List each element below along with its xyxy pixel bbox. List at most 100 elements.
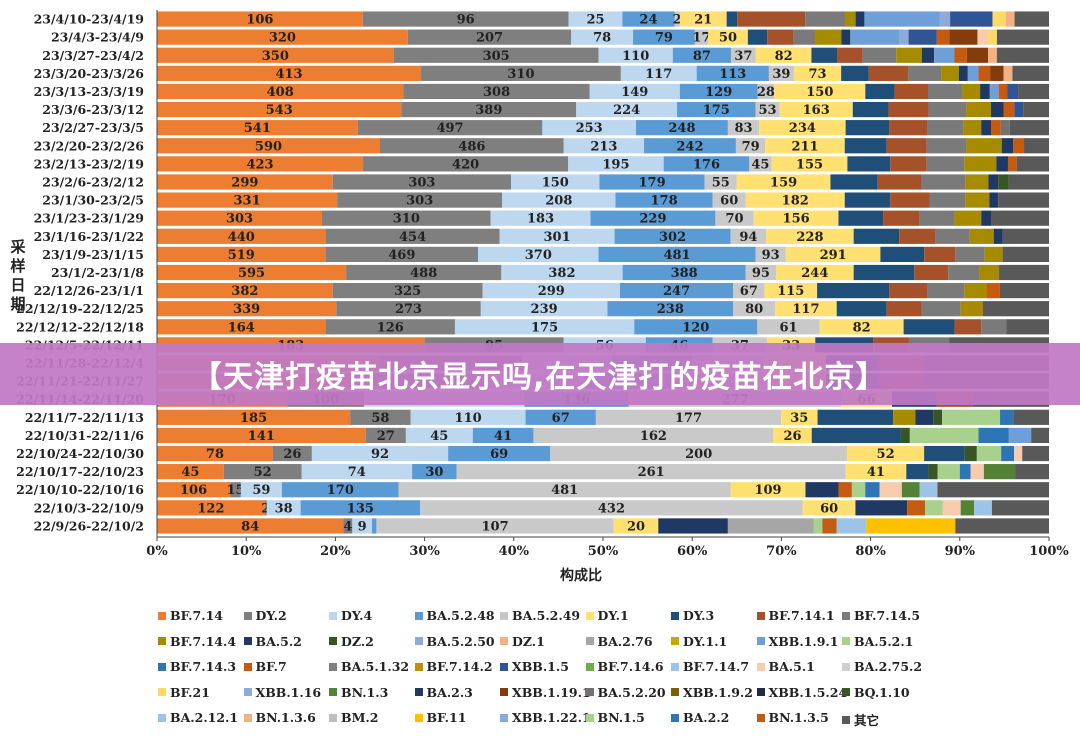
- bar-segment: [454, 319, 635, 335]
- bar-data-label: 122: [197, 501, 224, 516]
- legend-swatch: [756, 611, 765, 620]
- legend-swatch: [414, 637, 423, 645]
- legend-item: BF.7.14.6: [585, 659, 664, 674]
- bar-data-label: 45: [430, 429, 448, 444]
- bar-segment: [838, 482, 852, 498]
- y-tick-label: 23/3/13-23/3/19: [34, 84, 144, 99]
- bar-data-label: 408: [267, 85, 294, 100]
- bar-data-label: 17: [692, 31, 710, 46]
- legend-item: BN.1.3: [329, 685, 388, 700]
- legend-label: XBB.1.9.1: [768, 633, 839, 649]
- bar-data-label: 24: [639, 13, 657, 28]
- bar-segment: [757, 83, 775, 100]
- bar-segment: [157, 301, 337, 317]
- legend-swatch: [500, 713, 508, 722]
- bar-segment: [999, 283, 1049, 299]
- bar-segment: [1023, 101, 1049, 118]
- x-tick-label: 60%: [677, 544, 708, 559]
- legend-label: BF.7.14.4: [170, 633, 237, 649]
- bar-data-label: 110: [455, 411, 482, 426]
- legend-swatch: [842, 688, 850, 696]
- bar-data-label: 35: [790, 411, 808, 426]
- y-tick-label: 22/9/26-22/10/2: [34, 518, 144, 533]
- legend-label: BF.7.14.6: [597, 659, 664, 674]
- bar-segment: [847, 156, 891, 172]
- bar-segment: [1001, 138, 1014, 154]
- bar-segment: [988, 29, 997, 45]
- y-tick-label: 22/10/3-22/10/9: [34, 500, 144, 515]
- bar-segment: [942, 500, 961, 516]
- bar-data-label: 454: [399, 230, 426, 245]
- legend-label: XBB.1.5.24: [768, 684, 848, 700]
- legend-swatch: [756, 662, 765, 671]
- legend-item: DY.1.1: [671, 634, 727, 649]
- bar-segment: [482, 283, 620, 299]
- bar-data-label: 163: [803, 103, 830, 118]
- bar-segment: [888, 101, 929, 118]
- bar-segment: [730, 228, 767, 244]
- bar-data-label: 432: [598, 501, 625, 516]
- bar-segment: [622, 264, 746, 281]
- bar-segment: [350, 409, 411, 425]
- bar-segment: [981, 210, 992, 226]
- legend-item: BF.7.14.7: [671, 659, 749, 674]
- legend-swatch: [842, 637, 850, 645]
- legend-item: DY.1: [585, 608, 629, 623]
- bar-segment: [595, 409, 782, 425]
- legend-swatch: [671, 713, 679, 722]
- bar-data-label: 213: [590, 139, 617, 154]
- bar-segment: [928, 101, 967, 118]
- bar-segment: [398, 482, 731, 498]
- bar-segment: [1012, 65, 1049, 81]
- bar-segment: [853, 228, 900, 244]
- bar-segment: [864, 11, 940, 27]
- legend-item: BN.1.3.6: [243, 710, 316, 725]
- legend-label: BA.2.3: [426, 684, 473, 700]
- bar-segment: [456, 464, 846, 480]
- bar-segment: [836, 301, 887, 317]
- bar-segment: [805, 11, 845, 27]
- legend-swatch: [585, 662, 594, 671]
- bar-segment: [410, 409, 526, 425]
- legend-item: BA.2.12.1: [158, 710, 238, 725]
- bar-data-label: 155: [796, 157, 823, 172]
- bar-segment: [1009, 120, 1049, 136]
- bar-data-label: 159: [770, 175, 797, 190]
- legend-label: BF.7.14.2: [426, 659, 493, 674]
- bar-segment: [1002, 246, 1049, 262]
- bar-data-label: 83: [734, 121, 752, 136]
- bar-segment: [929, 192, 966, 208]
- bar-segment: [325, 319, 455, 335]
- y-tick-label: 22/10/17-22/10/23: [16, 464, 144, 479]
- legend-swatch: [158, 713, 166, 722]
- bar-segment: [830, 174, 878, 190]
- bar-data-label: 26: [784, 429, 802, 444]
- bar-data-label: 41: [867, 465, 885, 480]
- x-axis-label: 构成比: [560, 568, 602, 584]
- legend-swatch: [329, 611, 337, 620]
- legend-label: DY.1: [597, 608, 629, 623]
- y-tick-label: 23/4/3-23/4/9: [51, 30, 144, 45]
- legend-label: BF.7.14.5: [854, 608, 921, 623]
- bar-segment: [894, 83, 929, 100]
- bar-segment: [927, 283, 965, 299]
- bar-segment: [954, 210, 982, 226]
- bar-segment: [774, 83, 866, 100]
- bar-segment: [619, 283, 734, 299]
- bar-segment: [1000, 409, 1014, 425]
- bar-segment: [677, 101, 756, 118]
- x-tick-label: 20%: [320, 544, 351, 559]
- bar-segment: [636, 120, 728, 136]
- bar-segment: [939, 11, 951, 27]
- legend-swatch: [756, 713, 765, 722]
- y-tick-label: 23/4/10-23/4/19: [34, 12, 144, 27]
- bar-segment: [634, 319, 758, 335]
- legend-swatch: [500, 637, 508, 645]
- bar-segment: [266, 500, 301, 516]
- legend-label: BF.7.14.1: [768, 608, 835, 623]
- bar-segment: [928, 83, 963, 100]
- bar-data-label: 195: [602, 157, 629, 172]
- legend-swatch: [329, 637, 337, 645]
- bar-segment: [157, 409, 351, 425]
- legend-item: XBB.1.19.1: [500, 685, 591, 700]
